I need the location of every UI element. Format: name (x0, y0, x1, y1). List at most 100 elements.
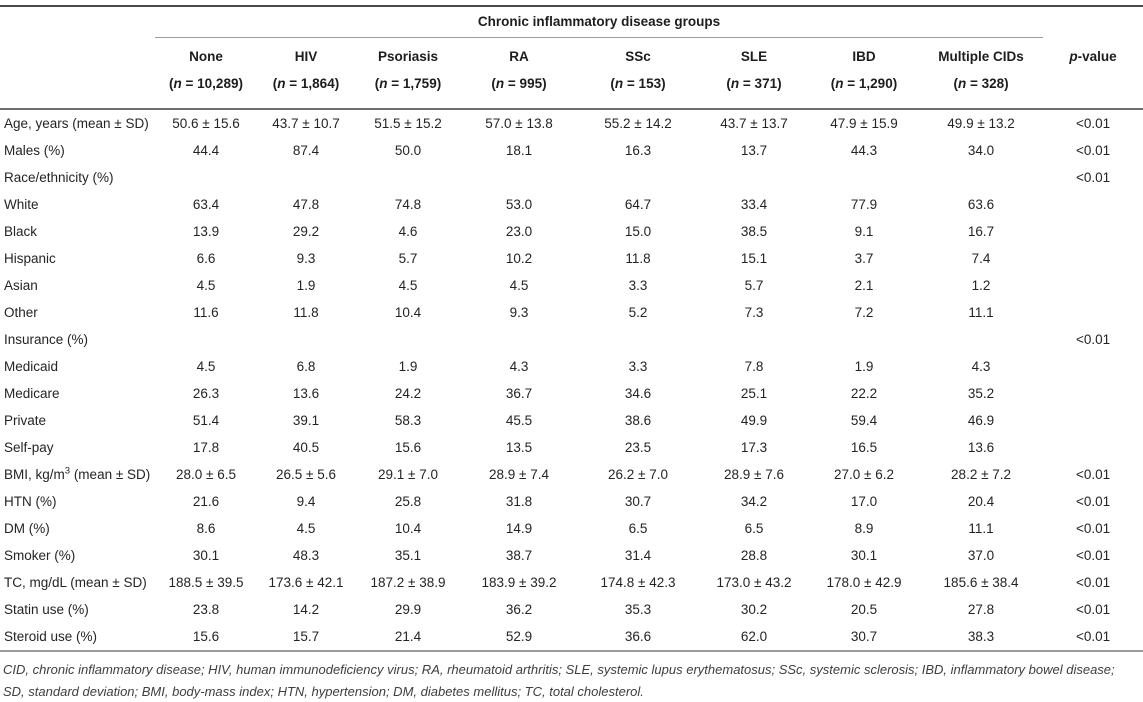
column-header-row: None (n = 10,289) HIV (n = 1,864) Psoriasis (… (0, 37, 1143, 110)
value-cell: 26.5 ± 5.6 (276, 467, 336, 482)
value-cell: 183.9 ± 39.2 (481, 575, 557, 590)
table-row: Race/ethnicity (%) <0.01 (0, 164, 1143, 191)
value-cell: 4.3 (509, 359, 529, 374)
value-cell: 10.2 (505, 251, 533, 266)
value-cell (919, 326, 1043, 353)
value-cell: 16.5 (850, 440, 878, 455)
value-cell (809, 164, 919, 191)
row-label: Medicaid (4, 359, 59, 374)
value-cell: 23.5 (624, 440, 652, 455)
row-label: Males (%) (4, 143, 65, 158)
p-value-label: p-value (1069, 48, 1117, 64)
value-cell: 39.1 (292, 413, 320, 428)
p-value-cell: <0.01 (1075, 116, 1111, 131)
value-cell: 53.0 (505, 197, 533, 212)
value-cell: 62.0 (699, 623, 809, 652)
empty-corner-cell (0, 6, 155, 38)
table-row: Self-pay 17.8 40.5 15.6 13.5 23.5 17.3 16.5 13.6 (0, 434, 1143, 461)
value-cell: 9.3 (296, 251, 316, 266)
value-cell: 44.3 (850, 143, 878, 158)
table-row: Black 13.9 29.2 4.6 23.0 15.0 38.5 9.1 16.7 (0, 218, 1143, 245)
value-cell: 11.1 (968, 305, 994, 320)
value-cell: 45.5 (505, 413, 533, 428)
column-name: SSc (625, 49, 651, 64)
value-cell: 29.9 (394, 602, 422, 617)
value-cell: 50.0 (394, 143, 422, 158)
value-cell: 34.2 (740, 494, 768, 509)
value-cell: 1.9 (296, 278, 316, 293)
p-value-cell (1043, 218, 1143, 245)
value-cell: 21.6 (192, 494, 220, 509)
value-cell: 36.7 (505, 386, 533, 401)
p-value-cell: <0.01 (1075, 575, 1111, 590)
value-cell: 4.5 (196, 278, 216, 293)
value-cell: 47.8 (292, 197, 320, 212)
column-name: RA (509, 49, 529, 64)
value-cell: 64.7 (624, 197, 652, 212)
value-cell: 28.9 ± 7.6 (724, 467, 784, 482)
column-sample-size: (n = 371) (726, 76, 782, 91)
value-cell: 7.3 (744, 305, 764, 320)
value-cell: 11.1 (968, 521, 994, 536)
value-cell: 51.4 (192, 413, 220, 428)
value-cell: 15.6 (394, 440, 422, 455)
value-cell: 15.7 (257, 623, 355, 652)
p-value-column-header: p-value (1043, 37, 1143, 110)
value-cell: 74.8 (394, 197, 422, 212)
value-cell: 30.7 (624, 494, 652, 509)
value-cell (699, 164, 809, 191)
value-cell: 48.3 (292, 548, 320, 563)
value-cell: 1.9 (398, 359, 418, 374)
empty-p-corner-cell (1043, 6, 1143, 38)
value-cell: 188.5 ± 39.5 (168, 575, 244, 590)
value-cell: 9.4 (296, 494, 316, 509)
group-header-label: Chronic inflammatory disease groups (477, 14, 721, 29)
row-label: Self-pay (4, 440, 54, 455)
value-cell: 174.8 ± 42.3 (600, 575, 676, 590)
value-cell: 173.6 ± 42.1 (268, 575, 344, 590)
value-cell: 57.0 ± 13.8 (485, 116, 553, 131)
value-cell: 30.2 (740, 602, 768, 617)
value-cell: 3.3 (628, 278, 648, 293)
value-cell: 28.9 ± 7.4 (489, 467, 549, 482)
column-name: HIV (294, 49, 318, 64)
value-cell: 38.7 (505, 548, 533, 563)
p-value-cell: <0.01 (1043, 623, 1143, 652)
column-sample-size: (n = 153) (610, 76, 666, 91)
value-cell: 58.3 (394, 413, 422, 428)
value-cell: 6.6 (196, 251, 216, 266)
value-cell: 29.2 (292, 224, 320, 239)
value-cell: 25.1 (740, 386, 768, 401)
value-cell: 14.2 (292, 602, 320, 617)
value-cell: 15.0 (624, 224, 652, 239)
value-cell (461, 164, 577, 191)
value-cell: 17.3 (740, 440, 768, 455)
value-cell: 11.8 (625, 251, 651, 266)
column-header-psoriasis: Psoriasis (n = 1,759) (355, 37, 461, 110)
value-cell: 52.9 (461, 623, 577, 652)
value-cell: 36.2 (505, 602, 533, 617)
value-cell (257, 326, 355, 353)
value-cell: 50.6 ± 15.6 (172, 116, 240, 131)
table-row: Insurance (%) <0.01 (0, 326, 1143, 353)
value-cell: 77.9 (850, 197, 878, 212)
value-cell: 3.7 (854, 251, 874, 266)
value-cell: 15.6 (155, 623, 257, 652)
value-cell (155, 326, 257, 353)
value-cell: 11.8 (293, 305, 319, 320)
p-value-cell: <0.01 (1075, 143, 1111, 158)
p-value-cell (1043, 245, 1143, 272)
row-label: Insurance (%) (4, 332, 89, 347)
column-sample-size: (n = 328) (953, 76, 1009, 91)
p-value-cell (1043, 191, 1143, 218)
column-sample-size: (n = 1,864) (272, 76, 340, 91)
row-label: Smoker (%) (4, 548, 76, 563)
value-cell: 30.1 (850, 548, 878, 563)
value-cell (355, 164, 461, 191)
row-label: Age, years (mean ± SD) (4, 116, 149, 131)
empty-label-header-cell (0, 37, 155, 110)
table-row: Statin use (%) 23.8 14.2 29.9 36.2 35.3 30.2 20… (0, 596, 1143, 623)
table-row: Males (%) 44.4 87.4 50.0 18.1 16.3 13.7 44.3 34.… (0, 137, 1143, 164)
value-cell: 28.8 (740, 548, 768, 563)
value-cell: 4.5 (398, 278, 418, 293)
